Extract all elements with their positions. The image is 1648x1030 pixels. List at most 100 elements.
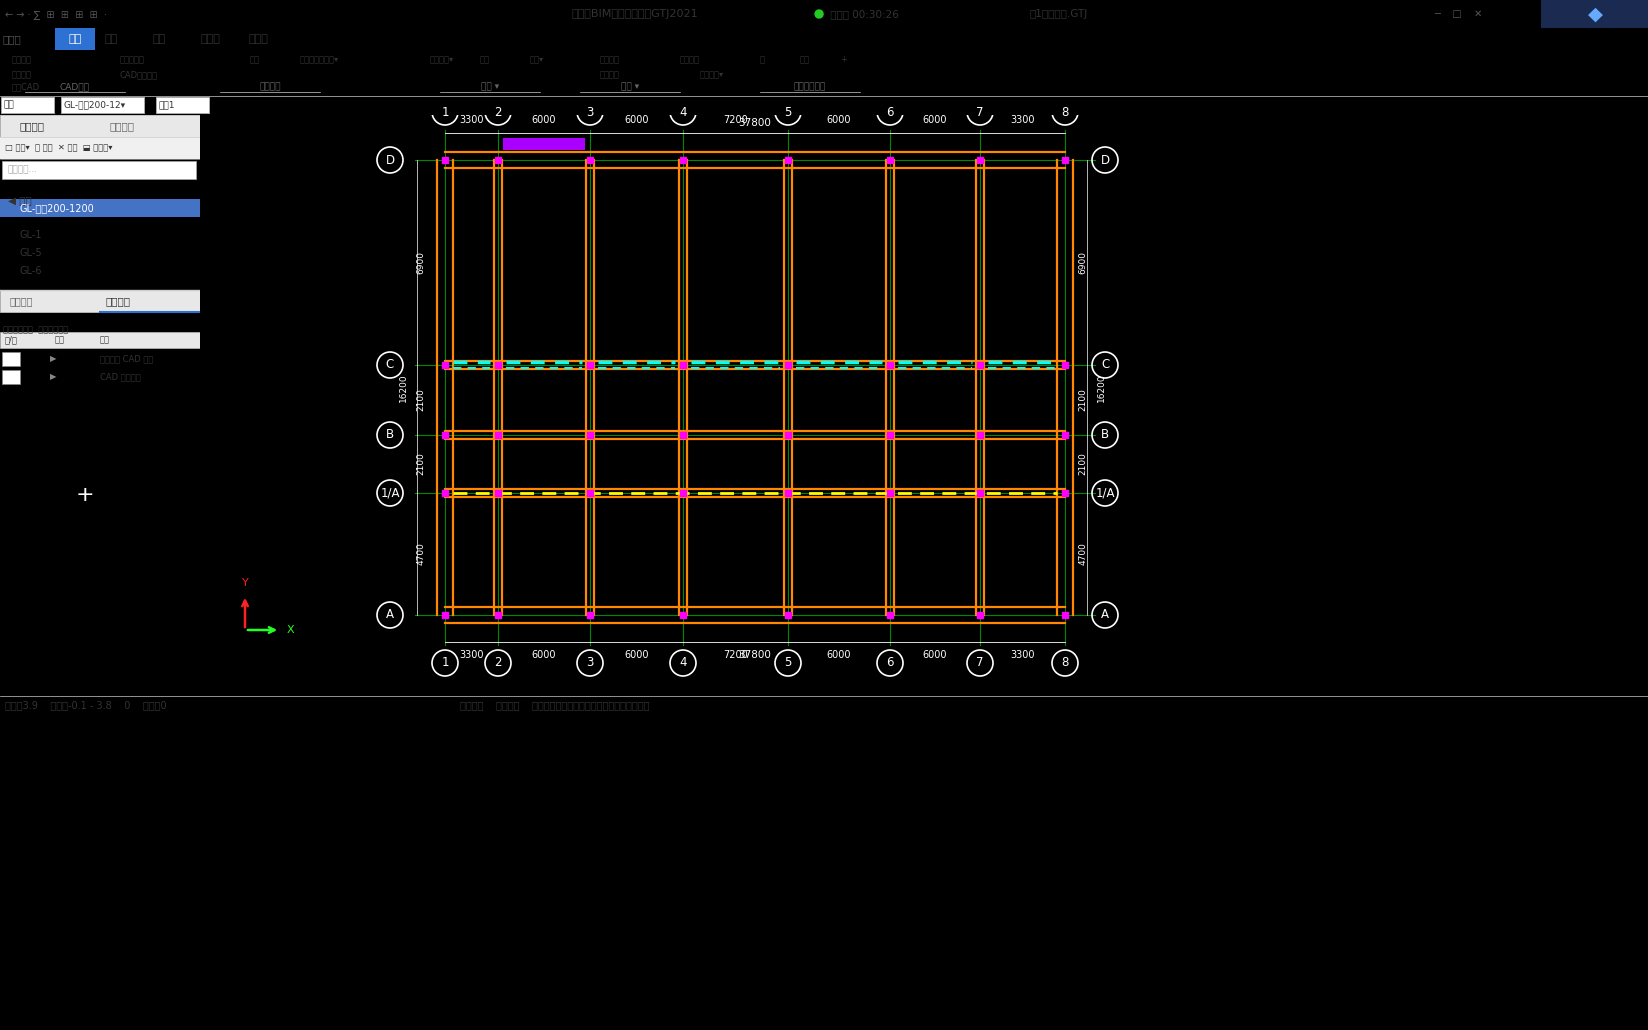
Text: 6000: 6000 <box>625 650 649 660</box>
Text: A: A <box>386 609 394 621</box>
Text: 8: 8 <box>1061 656 1068 670</box>
Text: 7: 7 <box>976 656 984 670</box>
Text: 7: 7 <box>976 105 984 118</box>
Text: C: C <box>386 358 394 372</box>
Text: CAD识别选项: CAD识别选项 <box>120 70 158 79</box>
Text: 6: 6 <box>887 105 893 118</box>
Text: ─    □    ✕: ─ □ ✕ <box>1434 9 1482 19</box>
Text: GL-5: GL-5 <box>20 248 43 258</box>
Text: 1: 1 <box>442 656 448 670</box>
Text: 构件列表: 构件列表 <box>20 121 44 131</box>
Text: 3300: 3300 <box>460 650 485 660</box>
Text: 2: 2 <box>494 656 501 670</box>
Text: GL-6: GL-6 <box>20 266 43 276</box>
Text: 已提取的 CAD 图层: 已提取的 CAD 图层 <box>101 354 153 364</box>
Text: 4700: 4700 <box>417 543 425 565</box>
Text: 37800: 37800 <box>738 650 771 660</box>
Text: 名称: 名称 <box>101 336 110 344</box>
Circle shape <box>816 10 822 18</box>
Text: 长度标注▾: 长度标注▾ <box>430 56 455 65</box>
Bar <box>0 137 199 159</box>
Text: 复制到其他楼层▾: 复制到其他楼层▾ <box>300 56 339 65</box>
Text: ← → · ∑  ⊞  ⊞  ⊞  ⊞  ·: ← → · ∑ ⊞ ⊞ ⊞ ⊞ · <box>5 9 107 19</box>
Text: CAD操作: CAD操作 <box>59 82 91 91</box>
Text: 视图: 视图 <box>105 34 119 44</box>
Text: 6000: 6000 <box>923 115 948 125</box>
Text: ◆: ◆ <box>1587 4 1604 24</box>
Text: 图纸管理: 图纸管理 <box>110 121 135 131</box>
Text: 6000: 6000 <box>827 650 852 660</box>
Text: 2100: 2100 <box>417 452 425 476</box>
Text: 上课中 00:30:26: 上课中 00:30:26 <box>827 9 903 19</box>
Text: 4: 4 <box>679 656 687 670</box>
Text: □ 新建▾  ⧉ 复制  ✕ 删除  ⬓ 回复制▾: □ 新建▾ ⧉ 复制 ✕ 删除 ⬓ 回复制▾ <box>5 143 112 152</box>
Text: 查找替换: 查找替换 <box>12 56 31 65</box>
Text: 3: 3 <box>587 656 593 670</box>
Text: 工程量: 工程量 <box>201 34 221 44</box>
Text: 2100: 2100 <box>1078 452 1088 476</box>
Text: 5: 5 <box>784 105 791 118</box>
Text: 6: 6 <box>887 656 893 670</box>
Text: 7200: 7200 <box>723 650 748 660</box>
Bar <box>2 352 20 366</box>
Text: CAD 原始图层: CAD 原始图层 <box>101 373 140 381</box>
Text: 复制: 复制 <box>480 56 489 65</box>
Text: +: + <box>840 56 847 65</box>
Text: 2100: 2100 <box>1078 388 1088 411</box>
Text: +: + <box>76 485 94 505</box>
Text: 37800: 37800 <box>738 118 771 128</box>
Text: 修改 ▾: 修改 ▾ <box>481 82 499 91</box>
Text: Y: Y <box>242 578 249 588</box>
Text: 过梁: 过梁 <box>3 101 15 109</box>
Text: 隐图范围    折线连接    按鼠标左键指定第一个角点，或拾取构件图元: 隐图范围 折线连接 按鼠标左键指定第一个角点，或拾取构件图元 <box>460 700 649 710</box>
Text: 设置比例: 设置比例 <box>12 70 31 79</box>
Text: 云应用: 云应用 <box>249 34 269 44</box>
Text: 6000: 6000 <box>827 115 852 125</box>
Text: 8: 8 <box>1061 105 1068 118</box>
Text: 广联达BIM土建计量平台GTJ2021: 广联达BIM土建计量平台GTJ2021 <box>572 9 697 19</box>
Text: 颜色: 颜色 <box>54 336 64 344</box>
Text: 点: 点 <box>760 56 765 65</box>
Text: GL-内墙200-1200: GL-内墙200-1200 <box>20 203 94 213</box>
Text: 4700: 4700 <box>1078 543 1088 565</box>
Text: A: A <box>1101 609 1109 621</box>
Text: D: D <box>1101 153 1109 167</box>
Bar <box>503 138 585 150</box>
Text: GL-内墙200-12▾: GL-内墙200-12▾ <box>64 101 127 109</box>
Text: 1/A: 1/A <box>381 486 400 500</box>
Text: 对齐▾: 对齐▾ <box>531 56 544 65</box>
Text: 4: 4 <box>679 105 687 118</box>
Bar <box>157 97 209 113</box>
Text: 绘图 ▾: 绘图 ▾ <box>621 82 639 91</box>
Text: 6000: 6000 <box>625 115 649 125</box>
Bar <box>0 290 199 312</box>
Text: 5: 5 <box>784 656 791 670</box>
Text: 6000: 6000 <box>532 115 557 125</box>
Text: 搜索构件...: 搜索构件... <box>8 166 38 174</box>
Text: X: X <box>287 625 295 636</box>
Text: 还原CAD: 还原CAD <box>12 82 40 92</box>
Text: 1: 1 <box>442 105 448 118</box>
Text: 分层1: 分层1 <box>158 101 175 109</box>
Text: D: D <box>386 153 394 167</box>
Text: 6900: 6900 <box>417 251 425 274</box>
Text: 设置拼块▾: 设置拼块▾ <box>700 70 723 79</box>
Text: 定义: 定义 <box>250 56 260 65</box>
Text: 16200: 16200 <box>399 373 407 402</box>
Text: 2100: 2100 <box>417 388 425 411</box>
Text: 程设置: 程设置 <box>3 34 21 44</box>
Text: B: B <box>1101 428 1109 442</box>
Bar <box>2 97 54 113</box>
Bar <box>61 97 143 113</box>
Text: 工具: 工具 <box>153 34 166 44</box>
Text: 显示指定图层  隐藏指定图层: 显示指定图层 隐藏指定图层 <box>3 325 68 335</box>
Text: 通用操作: 通用操作 <box>259 82 280 91</box>
Text: 6000: 6000 <box>532 650 557 660</box>
Text: 生成过梁: 生成过梁 <box>600 56 620 65</box>
Text: 3: 3 <box>587 105 593 118</box>
Text: 识别楼层表: 识别楼层表 <box>120 56 145 65</box>
Bar <box>54 28 96 50</box>
Text: 7200: 7200 <box>723 115 748 125</box>
Text: 闰1号办公楼.GTJ: 闰1号办公楼.GTJ <box>1030 9 1088 19</box>
Text: 属性列表: 属性列表 <box>10 296 33 306</box>
